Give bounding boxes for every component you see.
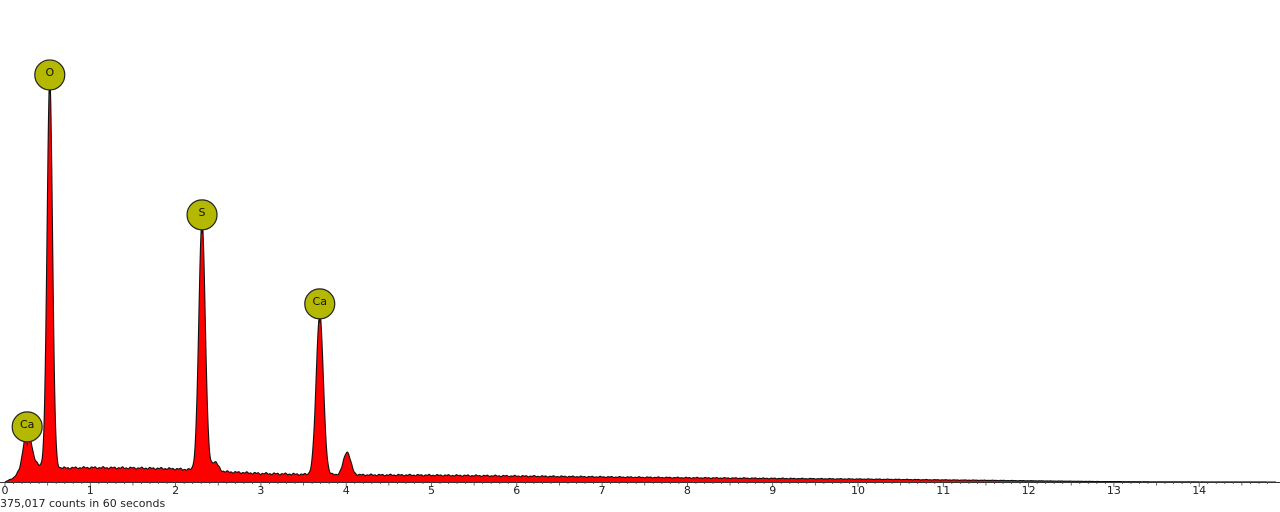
x-tick-label: 5 [428, 484, 435, 497]
spectrum-line [4, 77, 1276, 483]
peak-marker-circle [34, 59, 66, 91]
x-tick-label: 7 [599, 484, 606, 497]
x-tick-label: 8 [684, 484, 691, 497]
x-tick-label: 10 [851, 484, 865, 497]
x-tick-label: 9 [769, 484, 776, 497]
peak-marker-circle [186, 199, 218, 231]
peak-marker: S [186, 199, 218, 234]
peak-marker-label: Ca [20, 418, 34, 431]
x-tick-label: 6 [513, 484, 520, 497]
peak-marker-label: O [45, 66, 54, 79]
x-tick-label: 12 [1022, 484, 1036, 497]
x-tick-label: 13 [1107, 484, 1121, 497]
x-tick-label: 11 [936, 484, 950, 497]
counts-summary: 375,017 counts in 60 seconds [0, 497, 166, 510]
x-tick-label: 14 [1192, 484, 1206, 497]
peak-marker: Ca [11, 411, 43, 446]
peak-markers: O S Ca Ca [11, 59, 336, 446]
x-tick-label: 0 [2, 484, 9, 497]
peak-marker-label: Ca [313, 295, 327, 308]
x-axis: 0 1 2 3 4 5 6 7 8 9 10 11 12 13 14 [0, 482, 1280, 497]
peak-marker-circle [304, 288, 336, 320]
x-tick-label: 4 [343, 484, 350, 497]
peak-marker-label: S [199, 206, 206, 219]
plot-area [4, 77, 1276, 483]
x-tick-label: 2 [172, 484, 179, 497]
peak-marker: O [34, 59, 66, 94]
spectrum-area [5, 77, 1276, 483]
peak-marker: Ca [304, 288, 336, 323]
peak-marker-circle [11, 411, 43, 443]
x-tick-label: 1 [87, 484, 94, 497]
x-tick-label: 3 [257, 484, 264, 497]
